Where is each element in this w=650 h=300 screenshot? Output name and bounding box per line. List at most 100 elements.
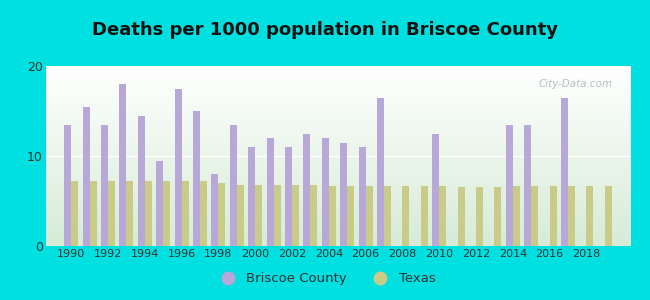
Bar (561, 98, 568, 246)
Bar (46, 240, 630, 241)
Bar (46, 78, 630, 79)
Bar (46, 156, 630, 157)
Bar (46, 166, 630, 167)
Bar (46, 237, 630, 238)
Bar (237, 185, 244, 246)
Bar (46, 107, 630, 108)
Bar (175, 88, 181, 246)
Bar (549, 186, 556, 246)
Bar (46, 179, 630, 180)
Bar (46, 222, 630, 223)
Bar (46, 122, 630, 123)
Bar (46, 173, 630, 174)
Bar (46, 104, 630, 105)
Bar (46, 199, 630, 200)
Bar (46, 79, 630, 80)
Bar (46, 131, 630, 132)
Bar (46, 118, 630, 119)
Bar (46, 174, 630, 175)
Bar (46, 123, 630, 124)
Bar (46, 69, 630, 70)
Bar (329, 186, 336, 246)
Bar (46, 158, 630, 159)
Bar (46, 94, 630, 95)
Bar (402, 186, 410, 246)
Bar (46, 209, 630, 210)
Bar (46, 112, 630, 113)
Bar (46, 160, 630, 161)
Bar (46, 217, 630, 218)
Bar (46, 70, 630, 71)
Bar (46, 99, 630, 100)
Bar (181, 181, 188, 246)
Bar (46, 142, 630, 143)
Bar (83, 106, 90, 246)
Bar (46, 212, 630, 213)
Bar (46, 71, 630, 72)
Bar (46, 74, 630, 75)
Bar (46, 89, 630, 90)
Bar (46, 84, 630, 85)
Bar (46, 165, 630, 166)
Bar (46, 190, 630, 191)
Bar (46, 169, 630, 170)
Bar (359, 147, 365, 246)
Bar (46, 210, 630, 211)
Bar (46, 234, 630, 235)
Bar (46, 162, 630, 163)
Bar (568, 186, 575, 246)
Bar (384, 186, 391, 246)
Bar (46, 90, 630, 91)
Bar (46, 167, 630, 168)
Bar (46, 224, 630, 225)
Bar (46, 198, 630, 199)
Bar (377, 98, 384, 246)
Bar (46, 223, 630, 224)
Bar (46, 146, 630, 147)
Bar (46, 153, 630, 154)
Bar (46, 93, 630, 94)
Bar (46, 109, 630, 110)
Bar (46, 187, 630, 188)
Bar (46, 182, 630, 183)
Bar (46, 176, 630, 177)
Bar (46, 119, 630, 120)
Bar (46, 80, 630, 81)
Bar (46, 126, 630, 127)
Bar (46, 201, 630, 202)
Bar (46, 172, 630, 173)
Bar (46, 219, 630, 220)
Bar (266, 138, 274, 246)
Bar (193, 111, 200, 246)
Bar (218, 183, 226, 246)
Bar (46, 206, 630, 207)
Bar (340, 142, 347, 246)
Bar (46, 220, 630, 221)
Bar (46, 184, 630, 185)
Bar (46, 189, 630, 190)
Bar (230, 124, 237, 246)
Bar (101, 124, 108, 246)
Bar (46, 235, 630, 236)
Bar (90, 181, 97, 246)
Bar (46, 229, 630, 230)
Bar (531, 186, 538, 246)
Bar (46, 230, 630, 231)
Bar (304, 134, 311, 246)
Bar (46, 188, 630, 189)
Bar (46, 227, 630, 228)
Bar (46, 144, 630, 145)
Bar (46, 228, 630, 229)
Bar (46, 203, 630, 204)
Bar (506, 124, 513, 246)
Bar (46, 221, 630, 222)
Bar (586, 186, 593, 246)
Bar (46, 68, 630, 69)
Bar (46, 111, 630, 112)
Bar (46, 92, 630, 93)
Bar (46, 147, 630, 148)
Bar (46, 148, 630, 149)
Bar (46, 102, 630, 103)
Bar (46, 169, 630, 170)
Bar (46, 116, 630, 117)
